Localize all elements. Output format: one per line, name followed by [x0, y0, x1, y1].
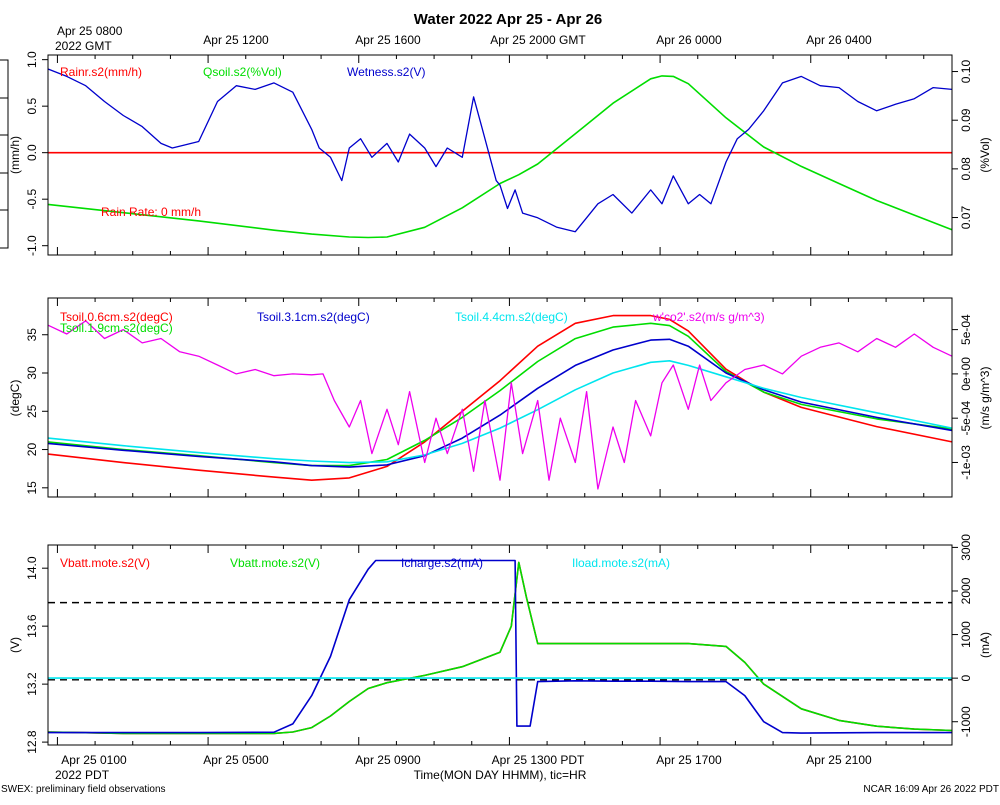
left-axis-tick-label: 1.0: [25, 51, 39, 68]
left-axis-tick-label: 13.6: [25, 614, 39, 638]
legend-tsoil-44: Tsoil.4.4cm.s2(degC): [455, 310, 568, 324]
left-axis-tick-label: -1.0: [25, 235, 39, 256]
top-axis-first-label-year: 2022 GMT: [55, 39, 112, 53]
right-axis-tick-label: 0: [959, 674, 973, 681]
bottom-axis-label: Apr 25 0100: [61, 753, 127, 767]
legend-wetness: Wetness.s2(V): [347, 65, 425, 79]
legend-vbatt-red: Vbatt.mote.s2(V): [60, 556, 150, 570]
bottom-axis-label: Apr 25 0900: [355, 753, 421, 767]
left-axis-tick-label: 14.0: [25, 556, 39, 580]
top-axis-label: Apr 26 0400: [806, 33, 872, 47]
footer-left: SWEX: preliminary field observations: [1, 784, 166, 795]
legend-tsoil-31: Tsoil.3.1cm.s2(degC): [257, 310, 370, 324]
right-axis-tick-label: -1000: [959, 706, 973, 737]
legend-tsoil-06: Tsoil.0.6cm.s2(degC): [60, 310, 173, 324]
bottom-axis-label: Apr 25 2100: [806, 753, 872, 767]
series-w-co2-s2: [47, 320, 953, 490]
right-axis-tick-label: 5e-04: [959, 314, 973, 345]
panel2-left-axis-label: (degC): [8, 380, 22, 417]
left-axis-tick-label: 35: [25, 328, 39, 342]
left-axis-tick-label: 0.0: [25, 144, 39, 161]
bottom-axis-label: Apr 25 0500: [203, 753, 269, 767]
legend-iload: Iload.mote.s2(mA): [572, 556, 670, 570]
series-tsoil-4-4cm-s2: [47, 359, 953, 464]
series-vbatt-mote-s2-2-: [47, 561, 953, 735]
legend-rainr: Rainr.s2(mm/h): [60, 65, 142, 79]
legend-icharge: Icharge.s2(mA): [401, 556, 483, 570]
top-axis-label: Apr 25 1600: [355, 33, 421, 47]
right-axis-tick-label: 3000: [959, 534, 973, 561]
right-axis-tick-label: -5e-04: [959, 401, 973, 436]
panel1-left-axis-label: (mm/h): [8, 136, 22, 174]
panel-frame-soil: [47, 297, 953, 498]
rain-rate-annotation: Rain Rate: 0 mm/h: [101, 205, 201, 219]
right-axis-tick-label: 0.08: [959, 157, 973, 181]
series-icharge-s2: [48, 559, 952, 734]
legend-wco2: w'co2'.s2(m/s g/m^3): [652, 310, 765, 324]
left-axis-tick-label: 0.5: [25, 97, 39, 114]
panel-frame-power: [47, 544, 953, 746]
left-axis-tick-label: 25: [25, 404, 39, 418]
legend-vbatt-green: Vbatt.mote.s2(V): [230, 556, 320, 570]
legend-qsoil: Qsoil.s2(%Vol): [203, 65, 282, 79]
series-wetness-s2: [47, 68, 953, 233]
bottom-axis-label: Apr 25 1700: [656, 753, 722, 767]
panel-frame-water: [47, 54, 953, 256]
footer-right: NCAR 16:09 Apr 26 2022 PDT: [863, 784, 999, 795]
series-qsoil-s2: [47, 75, 953, 239]
left-axis-tick-label: 30: [25, 366, 39, 380]
left-axis-tick-label: 20: [25, 443, 39, 457]
right-axis-tick-label: 0e+00: [959, 357, 973, 391]
left-axis-tick-label: 12.8: [25, 730, 39, 754]
right-axis-tick-label: 1000: [959, 621, 973, 648]
left-edge-marks: [0, 59, 9, 249]
right-axis-tick-label: 2000: [959, 577, 973, 604]
right-axis-tick-label: 0.09: [959, 108, 973, 132]
panel1-right-axis-label: (%Vol): [978, 137, 992, 172]
x-axis-title: Time(MON DAY HHMM), tic=HR: [414, 768, 587, 782]
bottom-axis-label: Apr 25 1300 PDT: [492, 753, 585, 767]
bottom-axis-year: 2022 PDT: [55, 768, 110, 782]
chart-title: Water 2022 Apr 25 - Apr 26: [414, 11, 602, 28]
right-axis-tick-label: -1e-03: [959, 445, 973, 480]
panel2-right-axis-label: (m/s g/m^3): [978, 367, 992, 430]
panel3-left-axis-label: (V): [8, 637, 22, 653]
legend-tsoil-19: Tsoil.1.9cm.s2(degC): [60, 321, 173, 335]
left-axis-tick-label: 13.2: [25, 672, 39, 696]
left-axis-tick-label: 15: [25, 481, 39, 495]
panel3-right-axis-label: (mA): [978, 632, 992, 658]
left-axis-tick-label: -0.5: [25, 189, 39, 210]
top-axis-first-label: Apr 25 0800: [57, 24, 123, 38]
top-axis-label: Apr 25 1200: [203, 33, 269, 47]
top-axis-label: Apr 26 0000: [656, 33, 722, 47]
right-axis-tick-label: 0.10: [959, 60, 973, 84]
right-axis-tick-label: 0.07: [959, 206, 973, 230]
top-axis-label: Apr 25 2000 GMT: [490, 33, 586, 47]
